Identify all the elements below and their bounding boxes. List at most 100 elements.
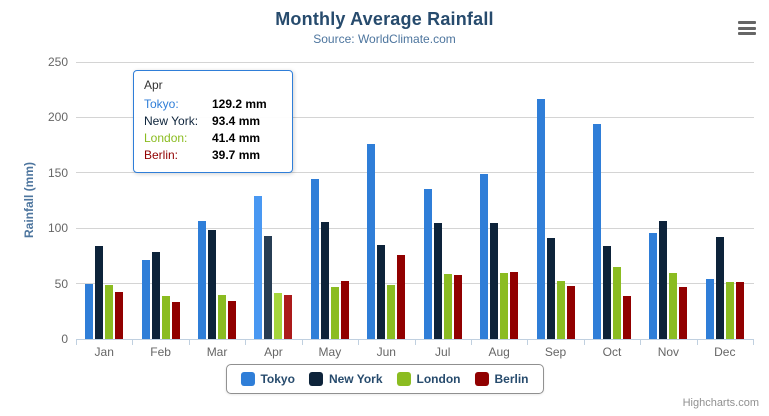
- tooltip-series-value: 129.2 mm: [212, 97, 267, 111]
- bar-berlin-feb[interactable]: [171, 302, 180, 339]
- hamburger-icon: [738, 32, 756, 35]
- bar-berlin-apr[interactable]: [284, 295, 293, 339]
- bar-new-york-may[interactable]: [320, 221, 329, 339]
- legend-label: Berlin: [494, 372, 529, 386]
- chart-title: Monthly Average Rainfall: [275, 9, 494, 29]
- y-axis-label: 200: [47, 110, 68, 125]
- legend-item-new-york[interactable]: New York: [308, 372, 383, 386]
- tooltip-series-value: 39.7 mm: [212, 148, 261, 162]
- bar-berlin-sep[interactable]: [566, 286, 575, 339]
- x-axis-tick: [470, 340, 472, 345]
- bar-new-york-aug[interactable]: [490, 223, 499, 339]
- bar-london-sep[interactable]: [556, 280, 565, 339]
- bar-tokyo-dec[interactable]: [705, 278, 714, 339]
- x-axis-tick: [245, 340, 247, 345]
- x-axis-label-jun: Jun: [376, 345, 396, 359]
- legend: Tokyo New York London Berlin: [225, 364, 544, 394]
- bar-new-york-feb[interactable]: [151, 251, 160, 339]
- x-axis-label-dec: Dec: [714, 345, 736, 359]
- tooltip-series-label: Tokyo:: [144, 97, 179, 111]
- bar-london-may[interactable]: [330, 286, 339, 339]
- bar-london-jul[interactable]: [443, 273, 452, 339]
- bar-new-york-sep[interactable]: [546, 237, 555, 339]
- bar-london-aug[interactable]: [500, 272, 509, 339]
- x-axis-tick: [76, 340, 77, 345]
- bar-london-nov[interactable]: [669, 273, 678, 339]
- tooltip-series-value: 93.4 mm: [212, 114, 261, 128]
- bar-new-york-jun[interactable]: [377, 245, 386, 339]
- gridline: [76, 61, 754, 63]
- bar-berlin-jan[interactable]: [115, 292, 124, 339]
- x-axis-tick: [188, 340, 190, 345]
- bar-london-oct[interactable]: [612, 266, 621, 339]
- bar-tokyo-mar[interactable]: [198, 221, 207, 339]
- y-axis-label: 150: [47, 165, 68, 180]
- bar-berlin-may[interactable]: [340, 280, 349, 339]
- legend-swatch-icon: [308, 372, 323, 386]
- bar-new-york-apr[interactable]: [264, 235, 273, 339]
- bar-london-feb[interactable]: [161, 296, 170, 339]
- x-axis-label-feb: Feb: [150, 345, 171, 359]
- bar-new-york-jan[interactable]: [95, 246, 104, 339]
- x-axis-label-oct: Oct: [602, 345, 622, 359]
- bar-new-york-jul[interactable]: [433, 222, 442, 339]
- bar-tokyo-nov[interactable]: [649, 233, 658, 339]
- export-menu-button[interactable]: [737, 20, 757, 36]
- bar-tokyo-may[interactable]: [310, 179, 319, 339]
- credits-link[interactable]: Highcharts.com: [682, 397, 759, 409]
- bar-berlin-dec[interactable]: [735, 282, 744, 339]
- tooltip-series-label: Berlin:: [144, 148, 179, 162]
- x-axis-label-jan: Jan: [94, 345, 114, 359]
- legend-label: Tokyo: [260, 372, 295, 386]
- bar-berlin-mar[interactable]: [228, 300, 237, 339]
- x-axis-label-mar: Mar: [206, 345, 228, 359]
- bar-london-dec[interactable]: [725, 282, 734, 339]
- y-axis-label: 250: [47, 55, 68, 69]
- tooltip-row-london-: London: 41.4 mm: [144, 130, 282, 147]
- bar-new-york-dec[interactable]: [715, 236, 724, 339]
- tooltip-header: Apr: [144, 78, 163, 92]
- bar-tokyo-feb[interactable]: [141, 259, 150, 339]
- bar-berlin-oct[interactable]: [622, 295, 631, 339]
- legend-label: London: [416, 372, 461, 386]
- gridline: [76, 172, 754, 174]
- bar-tokyo-aug[interactable]: [480, 174, 489, 339]
- y-axis-label: 0: [61, 332, 68, 346]
- bar-tokyo-jun[interactable]: [367, 143, 376, 339]
- tooltip-row-tokyo-: Tokyo: 129.2 mm: [144, 96, 282, 113]
- bar-tokyo-sep[interactable]: [536, 99, 545, 339]
- bar-new-york-mar[interactable]: [208, 229, 217, 339]
- bar-berlin-jul[interactable]: [453, 275, 462, 339]
- bar-london-apr[interactable]: [274, 293, 283, 339]
- x-axis-label-aug: Aug: [488, 345, 510, 359]
- bar-berlin-aug[interactable]: [510, 272, 519, 339]
- legend-item-tokyo[interactable]: Tokyo: [240, 372, 295, 386]
- y-axis-label: 50: [54, 276, 68, 291]
- bar-berlin-nov[interactable]: [679, 287, 688, 339]
- bar-london-mar[interactable]: [218, 295, 227, 339]
- bar-new-york-nov[interactable]: [659, 220, 668, 339]
- x-axis-tick: [527, 340, 529, 345]
- gridline: [76, 116, 754, 118]
- x-axis-label-apr: Apr: [264, 345, 283, 359]
- bar-tokyo-apr[interactable]: [254, 195, 263, 339]
- legend-item-berlin[interactable]: Berlin: [474, 372, 529, 386]
- bar-new-york-oct[interactable]: [602, 246, 611, 339]
- bar-tokyo-jul[interactable]: [423, 188, 432, 339]
- bar-tokyo-oct[interactable]: [592, 123, 601, 339]
- bar-london-jun[interactable]: [387, 285, 396, 339]
- hamburger-icon: [738, 26, 756, 30]
- bar-london-jan[interactable]: [105, 284, 114, 339]
- x-axis-tick: [132, 340, 134, 345]
- y-axis-label: 100: [47, 221, 68, 236]
- x-axis-tick: [583, 340, 585, 345]
- x-axis-tick: [414, 340, 416, 345]
- bar-berlin-jun[interactable]: [397, 255, 406, 339]
- x-axis-tick: [358, 340, 360, 345]
- bar-tokyo-jan[interactable]: [85, 283, 94, 339]
- legend-item-london[interactable]: London: [396, 372, 461, 386]
- legend-label: New York: [328, 372, 383, 386]
- legend-swatch-icon: [240, 372, 255, 386]
- x-axis-tick: [696, 340, 698, 345]
